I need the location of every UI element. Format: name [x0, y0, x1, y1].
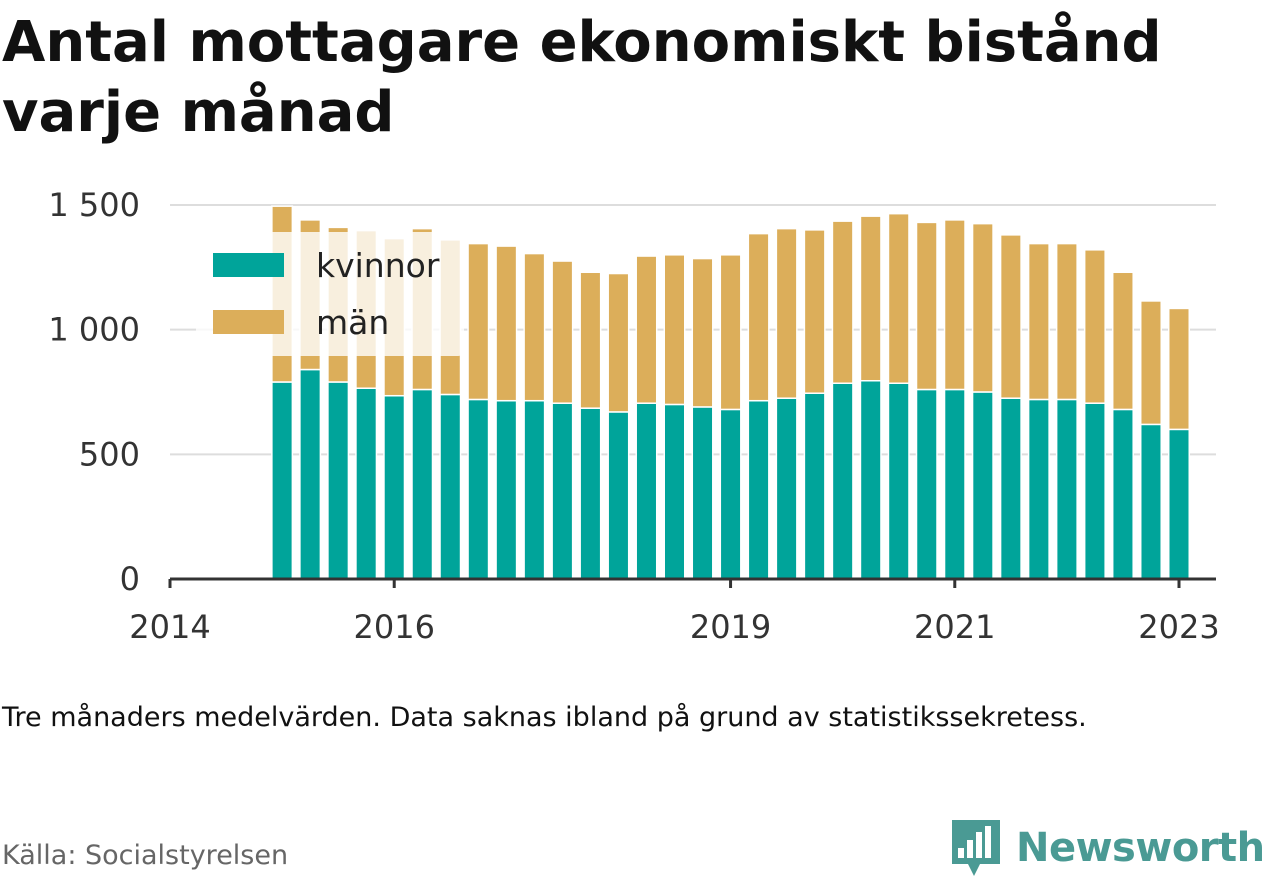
legend-swatch-man	[213, 310, 284, 334]
bar-man	[803, 229, 826, 394]
bar-kvinnor	[1111, 408, 1134, 580]
bar-man	[551, 260, 574, 404]
bar-kvinnor	[383, 394, 406, 580]
bar-man	[523, 252, 546, 402]
bar-kvinnor	[523, 399, 546, 580]
bar-kvinnor	[299, 368, 322, 580]
bar-man	[943, 219, 966, 391]
x-tick-label: 2016	[354, 608, 435, 646]
bar-man	[775, 227, 798, 399]
bar-man	[1139, 300, 1162, 426]
bar-kvinnor	[999, 397, 1022, 580]
bar-man	[719, 254, 742, 411]
bar-man	[1111, 271, 1134, 411]
bar-kvinnor	[271, 381, 294, 580]
bar-kvinnor	[1055, 398, 1078, 580]
bar-kvinnor	[1083, 402, 1106, 580]
bar-man	[831, 220, 854, 384]
y-tick-label: 0	[120, 560, 140, 598]
bar-kvinnor	[355, 387, 378, 580]
x-tick-label: 2014	[129, 608, 210, 646]
bar-kvinnor	[747, 399, 770, 580]
bar-kvinnor	[719, 408, 742, 580]
bar-man	[467, 242, 490, 401]
bar-man	[999, 234, 1022, 399]
bar-kvinnor	[691, 406, 714, 580]
legend-swatch-kvinnor	[213, 253, 284, 277]
bar-man	[747, 232, 770, 402]
bar-kvinnor	[915, 388, 938, 580]
bar-man	[971, 222, 994, 393]
bar-man	[1027, 242, 1050, 401]
bar-chart-speech-bubble-icon	[952, 820, 1000, 876]
legend-label-man: män	[316, 303, 389, 342]
bar-kvinnor	[1027, 398, 1050, 580]
y-tick-label: 1 500	[48, 186, 140, 224]
bar-man	[691, 257, 714, 408]
bar-kvinnor	[411, 388, 434, 580]
bar-kvinnor	[775, 397, 798, 580]
bar-kvinnor	[831, 382, 854, 580]
bar-kvinnor	[803, 392, 826, 580]
bar-kvinnor	[327, 381, 350, 580]
bar-man	[1083, 249, 1106, 404]
bar-kvinnor	[607, 411, 630, 580]
newsworthy-brand[interactable]: Newsworthy	[950, 818, 1262, 878]
stacked-bar-chart: 0 500 1 000 1 500 2014 2016 2019 2021 2023 kvinn…	[48, 186, 1219, 646]
x-tick-label: 2019	[690, 608, 771, 646]
bar-man	[1168, 307, 1191, 431]
bar-kvinnor	[971, 391, 994, 580]
bar-man	[607, 272, 630, 413]
bar-man	[663, 254, 686, 406]
bar-kvinnor	[439, 393, 462, 580]
bar-kvinnor	[887, 382, 910, 580]
x-tick-label: 2021	[914, 608, 995, 646]
bar-kvinnor	[1139, 423, 1162, 580]
bar-kvinnor	[495, 399, 518, 580]
bar-kvinnor	[467, 398, 490, 580]
bar-man	[887, 212, 910, 384]
footnote: Tre månaders medelvärden. Data saknas ib…	[2, 702, 1087, 733]
axes: 0 500 1 000 1 500 2014 2016 2019 2021 2023	[48, 186, 1219, 646]
bar-kvinnor	[1168, 428, 1191, 580]
bar-kvinnor	[551, 402, 574, 580]
bar-man	[915, 221, 938, 391]
chart-title: Antal mottagare ekonomiskt bistånd varje…	[2, 10, 1162, 145]
legend: kvinnor män	[196, 232, 464, 356]
brand-name: Newsworthy	[1016, 825, 1262, 871]
bar-kvinnor	[635, 402, 658, 580]
y-tick-label: 500	[79, 435, 140, 473]
bar-man	[495, 245, 518, 402]
legend-label-kvinnor: kvinnor	[316, 246, 440, 285]
bar-man	[635, 255, 658, 404]
bar-man	[1055, 242, 1078, 401]
bar-kvinnor	[859, 379, 882, 580]
bar-kvinnor	[943, 388, 966, 580]
bar-kvinnor	[663, 403, 686, 580]
source-credit: Källa: Socialstyrelsen	[2, 840, 289, 871]
x-tick-label: 2023	[1138, 608, 1219, 646]
bar-man	[859, 215, 882, 382]
bar-man	[579, 271, 602, 409]
y-tick-label: 1 000	[48, 311, 140, 349]
bar-kvinnor	[579, 407, 602, 580]
